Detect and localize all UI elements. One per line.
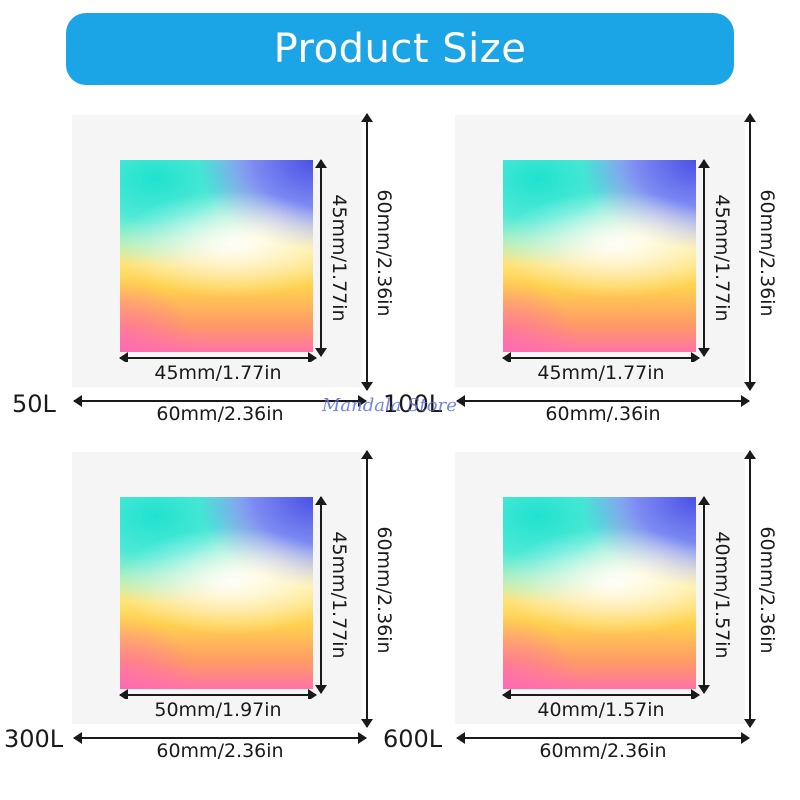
holographic-sticker	[503, 497, 696, 689]
size-caption: 300L	[4, 725, 64, 753]
size-caption: 100L	[383, 390, 443, 418]
inner-height-label: 45mm/1.77in	[711, 160, 733, 356]
inner-width-label: 45mm/1.77in	[120, 362, 316, 384]
inner-width-label: 40mm/1.57in	[503, 699, 699, 721]
inner-height-arrow	[315, 496, 327, 694]
inner-width-arrow	[502, 352, 700, 364]
outer-width-arrow	[456, 732, 750, 744]
outer-width-label: 60mm/.36in	[545, 403, 661, 425]
holographic-sticker	[503, 160, 696, 352]
inner-height-label: 45mm/1.77in	[328, 497, 350, 693]
inner-width-label: 50mm/1.97in	[120, 699, 316, 721]
outer-width-label: 60mm/2.36in	[539, 740, 667, 762]
outer-height-arrow	[361, 113, 373, 391]
size-caption: 50L	[12, 390, 56, 418]
product-size-banner: Product Size	[66, 13, 734, 85]
outer-width-label: 60mm/2.36in	[156, 740, 284, 762]
outer-width-arrow	[456, 395, 750, 407]
outer-width-label: 60mm/2.36in	[156, 403, 284, 425]
banner-title: Product Size	[273, 26, 527, 72]
size-caption: 600L	[383, 725, 443, 753]
inner-height-label: 40mm/1.57in	[711, 497, 733, 693]
product-panel-50l: 45mm/1.77in 45mm/1.77in 60mm/2.36in 60mm…	[0, 100, 400, 440]
outer-width-arrow	[73, 732, 367, 744]
holographic-sticker	[120, 497, 313, 689]
product-panel-600l: 40mm/1.57in 40mm/1.57in 60mm/2.36in 60mm…	[383, 437, 783, 777]
inner-width-label: 45mm/1.77in	[503, 362, 699, 384]
outer-height-label: 60mm/2.36in	[756, 526, 778, 654]
inner-height-arrow	[315, 159, 327, 357]
outer-height-label: 60mm/2.36in	[756, 189, 778, 317]
outer-height-arrow	[744, 450, 756, 728]
product-panel-300l: 50mm/1.97in 45mm/1.77in 60mm/2.36in 60mm…	[0, 437, 400, 777]
inner-height-arrow	[698, 496, 710, 694]
inner-height-label: 45mm/1.77in	[328, 160, 350, 356]
holographic-sticker	[120, 160, 313, 352]
outer-height-arrow	[744, 113, 756, 391]
product-panel-100l: 45mm/1.77in 45mm/1.77in 60mm/2.36in 60mm…	[383, 100, 783, 440]
store-watermark: Mandala Store	[322, 395, 457, 416]
inner-width-arrow	[119, 689, 317, 701]
outer-height-arrow	[361, 450, 373, 728]
inner-width-arrow	[119, 352, 317, 364]
inner-width-arrow	[502, 689, 700, 701]
outer-width-arrow	[73, 395, 367, 407]
inner-height-arrow	[698, 159, 710, 357]
